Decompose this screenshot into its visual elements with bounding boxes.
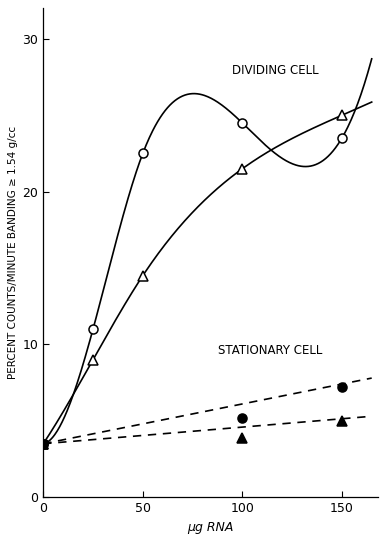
X-axis label: μg RNA: μg RNA — [187, 521, 234, 534]
Text: STATIONARY CELL: STATIONARY CELL — [218, 344, 323, 357]
Text: DIVIDING CELL: DIVIDING CELL — [232, 64, 319, 77]
Y-axis label: PERCENT COUNTS/MINUTE BANDING ≥ 1.54 g/cc: PERCENT COUNTS/MINUTE BANDING ≥ 1.54 g/c… — [8, 126, 18, 379]
